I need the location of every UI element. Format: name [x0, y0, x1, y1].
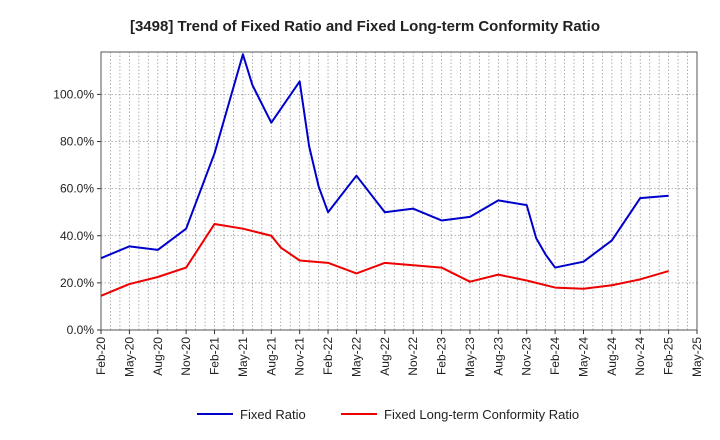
x-tick-label: Feb-21 — [208, 337, 222, 375]
x-tick-label: May-22 — [349, 337, 363, 377]
axis-layer: 0.0% 20.0% 40.0% 60.0% 80.0% 100.0% Feb-20 May-… — [53, 51, 704, 377]
legend-label: Fixed Ratio — [240, 407, 306, 422]
grid-layer — [100, 52, 698, 331]
x-tick-label: Nov-24 — [633, 337, 647, 376]
y-tick-label: 100.0% — [53, 87, 94, 101]
series-line-fixed-long-term-conformity-ratio — [100, 222, 669, 297]
x-tick-label: Feb-22 — [321, 337, 335, 375]
x-tick-label: Nov-23 — [520, 337, 534, 376]
x-tick-label: May-21 — [236, 337, 250, 377]
x-tick-label: Feb-23 — [435, 337, 449, 375]
x-tick-label: Feb-24 — [548, 337, 562, 375]
x-tick-label: Feb-25 — [662, 337, 676, 375]
y-tick-label: 20.0% — [60, 276, 94, 290]
legend-label: Fixed Long-term Conformity Ratio — [384, 407, 579, 422]
x-tick-label: May-24 — [576, 337, 590, 377]
x-tick-label: Aug-24 — [605, 337, 619, 376]
y-tick-label: 0.0% — [67, 323, 95, 337]
x-tick-label: May-25 — [690, 337, 704, 377]
y-tick-label: 80.0% — [60, 135, 94, 149]
x-tick-label: Aug-21 — [264, 337, 278, 376]
x-tick-label: Feb-20 — [94, 337, 108, 375]
x-tick-label: Nov-21 — [293, 337, 307, 376]
series-line-fixed-ratio — [100, 53, 669, 269]
y-tick-label: 60.0% — [60, 182, 94, 196]
x-tick-label: Nov-22 — [406, 337, 420, 376]
legend: Fixed Ratio Fixed Long-term Conformity Ra… — [197, 407, 579, 422]
x-tick-label: May-20 — [122, 337, 136, 377]
x-tick-label: Nov-20 — [179, 337, 193, 376]
chart-title: [3498] Trend of Fixed Ratio and Fixed Lo… — [130, 18, 600, 35]
series-layer — [100, 53, 669, 297]
plot-frame — [100, 51, 698, 331]
x-tick-label: Aug-22 — [378, 337, 392, 376]
x-tick-label: Aug-23 — [491, 337, 505, 376]
x-tick-label: Aug-20 — [151, 337, 165, 376]
y-tick-label: 40.0% — [60, 229, 94, 243]
x-tick-label: May-23 — [463, 337, 477, 377]
